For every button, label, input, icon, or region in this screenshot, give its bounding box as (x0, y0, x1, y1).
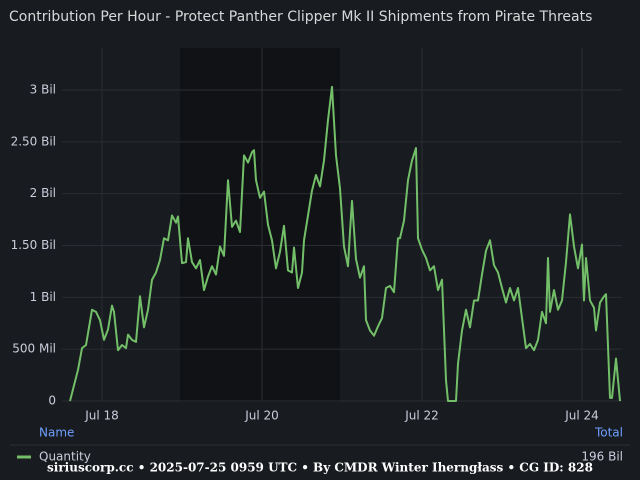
legend-total-header: Total (594, 426, 623, 440)
x-tick-label: Jul 18 (84, 409, 119, 423)
y-tick-label: 2.50 Bil (11, 134, 56, 148)
y-tick-label: 0 (48, 394, 56, 408)
x-tick-label: Jul 24 (564, 409, 599, 423)
data-line (69, 85, 621, 402)
legend-total: 196 Bil (581, 450, 623, 464)
y-tick-label: 1 Bil (30, 290, 56, 304)
legend-name-header: Name (39, 426, 74, 440)
footer: siriuscorp.cc • 2025-07-25 0959 UTC • By… (47, 461, 593, 475)
x-tick-label: Jul 22 (404, 409, 439, 423)
y-tick-label: 3 Bil (30, 83, 56, 97)
time-region (180, 48, 340, 402)
chart-title: Contribution Per Hour - Protect Panther … (9, 9, 592, 25)
y-tick-label: 2 Bil (30, 186, 56, 200)
y-tick-label: 500 Mil (12, 342, 56, 356)
x-tick-label: Jul 20 (244, 409, 279, 423)
legend-label: Quantity (39, 450, 91, 464)
grid: 0 500 Mil 1 Bil 1.50 Bil 2 Bil 2.50 Bil 3 Bil J… (11, 48, 622, 423)
plot (69, 85, 621, 402)
y-tick-label: 1.50 Bil (11, 238, 56, 252)
